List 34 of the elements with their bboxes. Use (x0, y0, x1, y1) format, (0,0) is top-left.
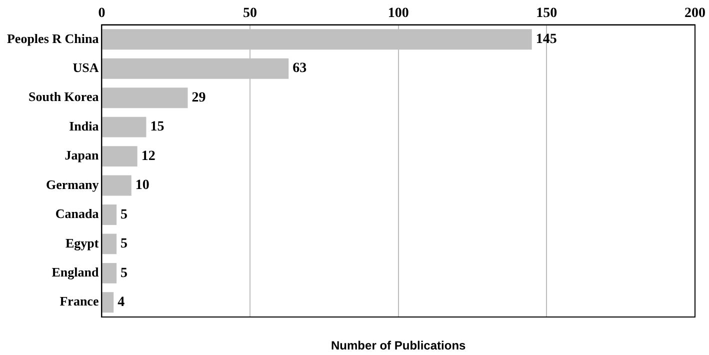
data-label: 5 (120, 207, 128, 222)
x-tick-label: 0 (98, 6, 106, 22)
bar (102, 88, 188, 108)
x-tick-label: 200 (684, 6, 706, 22)
x-tick-label: 100 (388, 6, 409, 22)
data-label: 10 (135, 178, 150, 194)
y-tick-label: France (60, 294, 99, 309)
y-tick-label: South Korea (28, 89, 100, 104)
data-label: 4 (118, 295, 125, 310)
bar (102, 175, 132, 196)
data-label: 63 (292, 61, 307, 76)
x-axis-title: Number of Publications (331, 338, 466, 352)
data-label: 12 (141, 148, 156, 164)
x-tick-label: 50 (243, 6, 258, 22)
data-label: 15 (150, 120, 164, 135)
bar (102, 292, 114, 313)
y-tick-label: India (69, 118, 100, 134)
y-tick-label: USA (72, 60, 100, 75)
data-label: 29 (192, 90, 206, 106)
bar (102, 146, 138, 167)
bar (102, 234, 117, 254)
x-tick-label: 150 (536, 6, 558, 22)
data-label: 5 (120, 236, 128, 252)
data-label: 145 (536, 32, 557, 48)
y-tick-label: Germany (46, 176, 100, 192)
y-tick-label: Egypt (65, 235, 100, 250)
bar (102, 116, 146, 138)
y-tick-label: Peoples R China (6, 30, 100, 46)
y-tick-label: Japan (64, 148, 100, 163)
bar (102, 204, 117, 225)
data-label: 5 (120, 266, 128, 281)
y-tick-label: England (52, 264, 100, 280)
y-tick-label: Canada (55, 206, 100, 222)
bar (102, 262, 117, 284)
